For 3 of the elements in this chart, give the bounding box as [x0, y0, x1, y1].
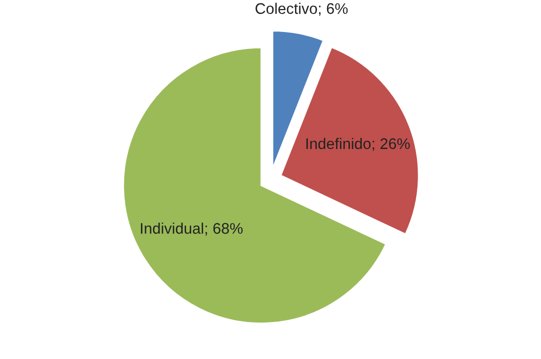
slice-label: Individual; 68%	[140, 222, 243, 236]
slice-label: Colectivo; 6%	[256, 2, 348, 16]
slice-label: Indefinido; 26%	[306, 138, 410, 151]
